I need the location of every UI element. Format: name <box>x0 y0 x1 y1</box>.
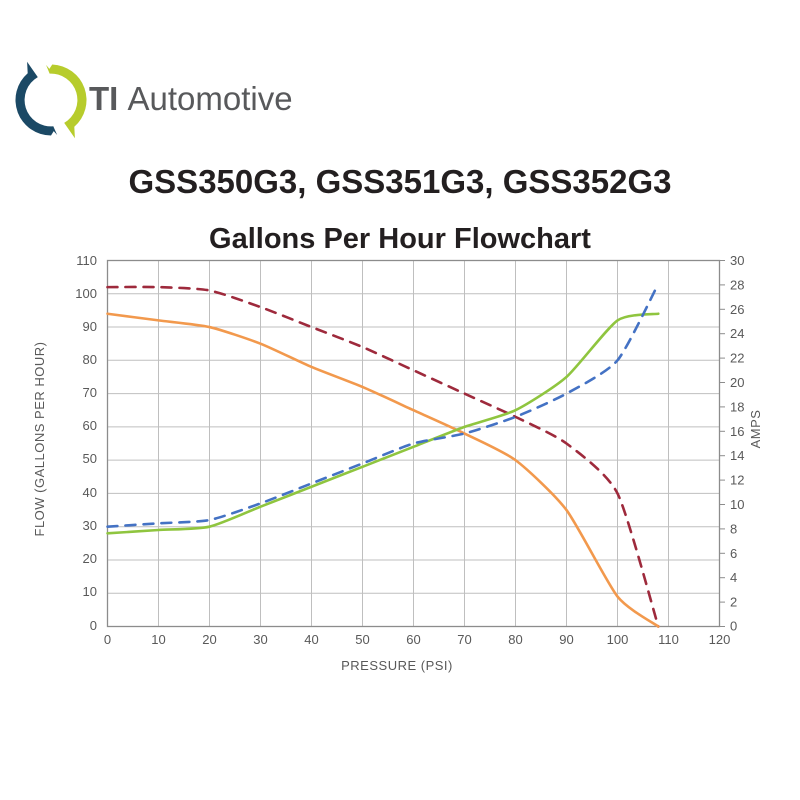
svg-text:10: 10 <box>730 497 744 512</box>
svg-text:24: 24 <box>730 326 744 341</box>
svg-text:70: 70 <box>457 632 471 647</box>
svg-text:40: 40 <box>304 632 318 647</box>
svg-text:26: 26 <box>730 302 744 317</box>
svg-text:0: 0 <box>90 618 97 633</box>
svg-text:16: 16 <box>730 424 744 439</box>
svg-text:20: 20 <box>730 375 744 390</box>
svg-text:2: 2 <box>730 595 737 610</box>
svg-text:60: 60 <box>406 632 420 647</box>
svg-text:110: 110 <box>658 632 679 647</box>
svg-text:4: 4 <box>730 570 737 585</box>
svg-text:20: 20 <box>83 551 97 566</box>
svg-text:10: 10 <box>83 584 97 599</box>
svg-text:FLOW (GALLONS PER HOUR): FLOW (GALLONS PER HOUR) <box>32 342 47 537</box>
svg-text:10: 10 <box>151 632 165 647</box>
svg-text:100: 100 <box>75 286 97 301</box>
svg-text:30: 30 <box>730 253 744 268</box>
svg-text:90: 90 <box>83 319 97 334</box>
svg-text:120: 120 <box>709 632 731 647</box>
svg-text:6: 6 <box>730 546 737 561</box>
svg-text:50: 50 <box>83 451 97 466</box>
svg-text:90: 90 <box>559 632 573 647</box>
svg-text:80: 80 <box>508 632 522 647</box>
svg-text:14: 14 <box>730 448 744 463</box>
svg-text:60: 60 <box>83 418 97 433</box>
svg-text:80: 80 <box>83 352 97 367</box>
svg-text:0: 0 <box>730 619 737 634</box>
svg-text:20: 20 <box>202 632 216 647</box>
svg-text:40: 40 <box>83 485 97 500</box>
svg-text:110: 110 <box>76 253 97 268</box>
svg-text:70: 70 <box>83 385 97 400</box>
svg-text:0: 0 <box>104 632 111 647</box>
svg-text:100: 100 <box>607 632 629 647</box>
svg-text:50: 50 <box>355 632 369 647</box>
svg-text:PRESSURE (PSI): PRESSURE (PSI) <box>341 658 453 673</box>
svg-text:12: 12 <box>730 473 744 488</box>
svg-text:22: 22 <box>730 351 744 366</box>
svg-text:AMPS: AMPS <box>748 410 763 449</box>
svg-text:30: 30 <box>253 632 267 647</box>
svg-text:18: 18 <box>730 399 744 414</box>
svg-text:28: 28 <box>730 277 744 292</box>
svg-text:30: 30 <box>83 518 97 533</box>
svg-text:8: 8 <box>730 521 737 536</box>
